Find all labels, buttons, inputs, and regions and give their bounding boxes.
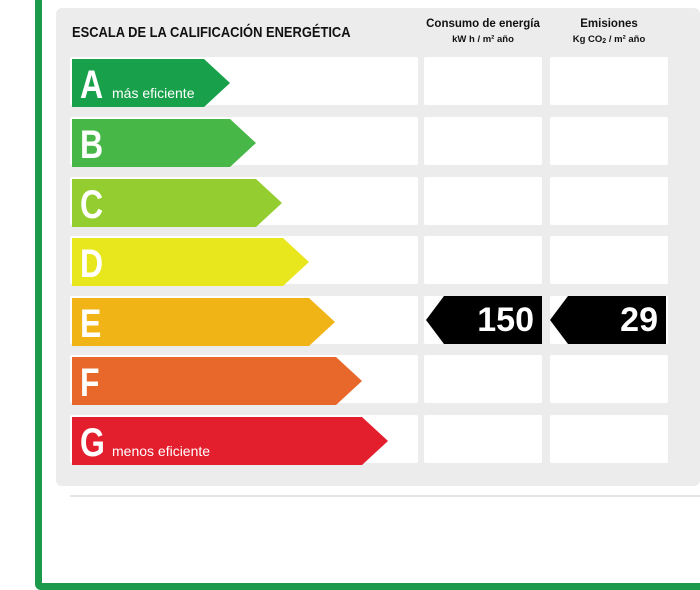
consumo-cell bbox=[424, 415, 542, 463]
consumo-value: 150 bbox=[477, 301, 534, 339]
rating-arrow-d bbox=[72, 238, 309, 286]
rating-arrow-g bbox=[72, 417, 388, 465]
rating-arrow-e bbox=[72, 298, 335, 346]
consumo-header-label: Consumo de energía bbox=[426, 18, 540, 30]
rating-arrow-a bbox=[72, 59, 230, 107]
rating-letter: G bbox=[80, 421, 105, 465]
emisiones-cell bbox=[550, 117, 668, 165]
rating-arrow-f bbox=[72, 357, 362, 405]
emisiones-cell bbox=[550, 415, 668, 463]
rating-row-f: F bbox=[0, 355, 700, 405]
rating-letter: E bbox=[80, 302, 102, 346]
emisiones-cell bbox=[550, 355, 668, 403]
bottom-divider bbox=[70, 495, 700, 497]
consumo-value-indicator: 150 bbox=[426, 296, 542, 344]
emisiones-header-label: Emisiones bbox=[580, 18, 638, 30]
emisiones-value: 29 bbox=[620, 301, 658, 339]
rating-letter: B bbox=[80, 123, 104, 167]
rating-row-c: C bbox=[0, 177, 700, 227]
rating-row-e: E 150 29 bbox=[0, 296, 700, 346]
consumo-column-header: Consumo de energía kW h / m² año bbox=[424, 18, 542, 45]
rating-letter: D bbox=[80, 242, 104, 286]
rating-sublabel: menos eficiente bbox=[112, 443, 211, 459]
rating-arrow-b bbox=[72, 119, 256, 167]
emisiones-cell bbox=[550, 236, 668, 284]
rating-row-d: D bbox=[0, 236, 700, 286]
rating-letter: A bbox=[80, 63, 104, 107]
rating-row-b: B bbox=[0, 117, 700, 167]
consumo-cell bbox=[424, 57, 542, 105]
rating-arrow-c bbox=[72, 179, 282, 227]
consumo-cell bbox=[424, 117, 542, 165]
consumo-cell bbox=[424, 177, 542, 225]
scale-title: ESCALA DE LA CALIFICACIÓN ENERGÉTICA bbox=[72, 24, 351, 41]
rating-letter: C bbox=[80, 183, 104, 227]
emisiones-value-indicator: 29 bbox=[550, 296, 666, 344]
rating-letter: F bbox=[80, 361, 100, 405]
emisiones-cell bbox=[550, 57, 668, 105]
emisiones-cell bbox=[550, 177, 668, 225]
rating-sublabel: más eficiente bbox=[112, 85, 195, 101]
consumo-cell bbox=[424, 355, 542, 403]
consumo-header-unit: kW h / m² año bbox=[452, 34, 514, 45]
consumo-cell bbox=[424, 236, 542, 284]
emisiones-header-unit: Kg CO2 / m² año bbox=[572, 34, 646, 45]
emisiones-column-header: Emisiones Kg CO2 / m² año bbox=[550, 18, 668, 45]
